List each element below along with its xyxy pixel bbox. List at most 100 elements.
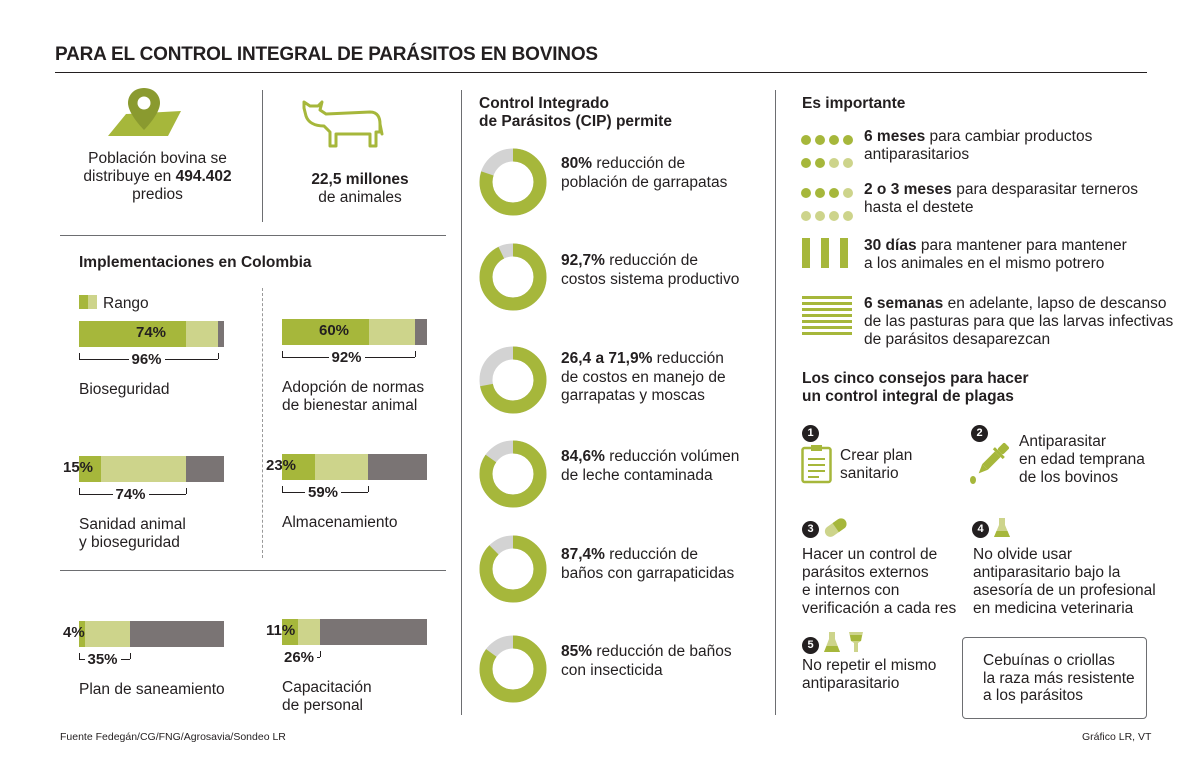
bar-range-label: 26% [281,649,318,666]
consejo-number: 4 [972,521,989,538]
cip-benefit-text: 26,4 a 71,9% reducción de costos en manej… [561,350,726,404]
importante-item: 2 o 3 meses para desparasitar terneros ha… [864,181,1139,216]
bar-category-label: Bioseguridad [79,381,170,398]
cow-icon [302,100,384,148]
clipboard-icon [801,445,832,484]
legend-swatch-value [79,295,88,309]
donut-chart [479,148,547,216]
consejo-text-1: Crear plan sanitario [840,447,913,482]
donut-value-slice [479,440,547,508]
dots-six-icon [801,132,857,173]
dots-three-icon [801,185,857,226]
cip-benefit-text: 84,6% reducción volúmen de leche contamin… [561,448,740,484]
bar-range-label: 74% [112,486,149,503]
range-bracket [282,486,369,492]
range-bar [79,456,224,482]
donut-chart [479,535,547,603]
donut-value-slice [479,243,547,311]
range-bracket [79,653,131,659]
consejo-text-4: No olvide usar antiparasitario bajo la ase… [973,546,1156,617]
bar-value-label: 60% [319,322,350,339]
bar-value-label: 15% [63,459,94,476]
bar-rest-segment [368,454,427,480]
bar-category-label: Almacenamiento [282,514,398,531]
bar-category-label: Adopción de normas de bienestar animal [282,379,425,414]
bar-value-segment [79,321,186,347]
consejo-number: 1 [802,425,819,442]
range-bar [79,621,224,647]
bar-category-label: Plan de saneamiento [79,681,225,698]
range-bracket [282,351,416,357]
bar-category-label: Capacitación de personal [282,679,372,714]
bar-value-segment [282,319,369,345]
bar-value-label: 74% [136,324,167,341]
cip-heading: Control Integrado de Parásitos (CIP) perm… [479,95,672,130]
donut-value-slice [479,635,547,703]
bar-value-segment [79,456,101,482]
bar-value-label: 23% [266,457,297,474]
importante-item: 30 días para mantener para mantener a los… [864,237,1127,272]
bar-value-label: 11% [266,622,296,639]
column-divider [775,90,776,715]
animales-stat: 22,5 millones de animales [311,171,409,206]
bar-range-segment [186,321,218,347]
bar-range-segment [85,621,130,647]
bar-value-segment [282,619,298,645]
info-box: Cebuínas o criollas la raza más resistent… [962,637,1147,719]
section-rule [60,570,446,571]
bar-range-segment [369,319,415,345]
cip-benefit-text: 85% reducción de baños con insecticida [561,643,732,679]
bars-divider [262,288,263,558]
importante-item: 6 meses para cambiar productos antiparasi… [864,128,1093,163]
range-bar [79,321,224,347]
stats-divider [262,90,263,222]
bar-range-label: 35% [84,651,121,668]
bar-range-segment [101,456,186,482]
page-title: PARA EL CONTROL INTEGRAL DE PARÁSITOS EN… [55,44,598,65]
section-rule [60,235,446,236]
dropper-icon [970,443,1009,484]
legend-swatch-range [88,295,97,309]
consejo-number: 5 [802,637,819,654]
importante-heading: Es importante [802,95,906,112]
flask-icon [994,518,1010,537]
legend-label: Rango [103,295,149,312]
consejo-number: 2 [971,425,988,442]
title-rule [55,72,1147,73]
consejo-text-5: No repetir el mismo antiparasitario [802,657,937,692]
donut-value-slice [479,535,547,603]
donut-chart [479,440,547,508]
donut-value-slice [479,346,547,414]
bar-rest-segment [130,621,224,647]
bar-rest-segment [186,456,224,482]
bar-category-label: Sanidad animal y bioseguridad [79,516,186,551]
bar-value-label: 4% [63,624,85,641]
map-pin-icon [108,88,181,136]
cip-benefit-text: 87,4% reducción de baños con garrapaticid… [561,546,735,582]
donut-chart [479,243,547,311]
bars-30-days-icon [802,238,848,268]
column-divider [461,90,462,715]
consejo-text-2: Antiparasitar en edad temprana de los bovi… [1019,433,1145,486]
bar-range-segment [315,454,368,480]
donut-value-slice [479,148,547,216]
lines-six-weeks-icon [802,296,852,335]
consejos-heading: Los cinco consejos para hacer un control … [802,370,1029,405]
source-note: Fuente Fedegán/CG/FNG/Agrosavia/Sondeo L… [60,731,286,743]
bar-range-label: 96% [128,351,165,368]
predios-stat: Población bovina se distribuye en 494.40… [83,150,232,203]
donut-chart [479,635,547,703]
two-vials-icon [824,632,863,652]
bar-rest-segment [218,321,224,347]
bar-value-segment [79,621,85,647]
pill-icon [824,518,847,537]
cip-benefit-text: 80% reducción de población de garrapatas [561,155,728,191]
implementaciones-heading: Implementaciones en Colombia [79,254,312,271]
range-bar [282,319,427,345]
consejo-text-3: Hacer un control de parásitos externos e i… [802,546,957,617]
cip-benefit-text: 92,7% reducción de costos sistema product… [561,252,740,288]
bar-rest-segment [415,319,427,345]
bar-range-label: 59% [305,484,342,501]
importante-item: 6 semanas en adelante, lapso de descanso… [864,295,1174,348]
range-bracket [79,353,219,359]
